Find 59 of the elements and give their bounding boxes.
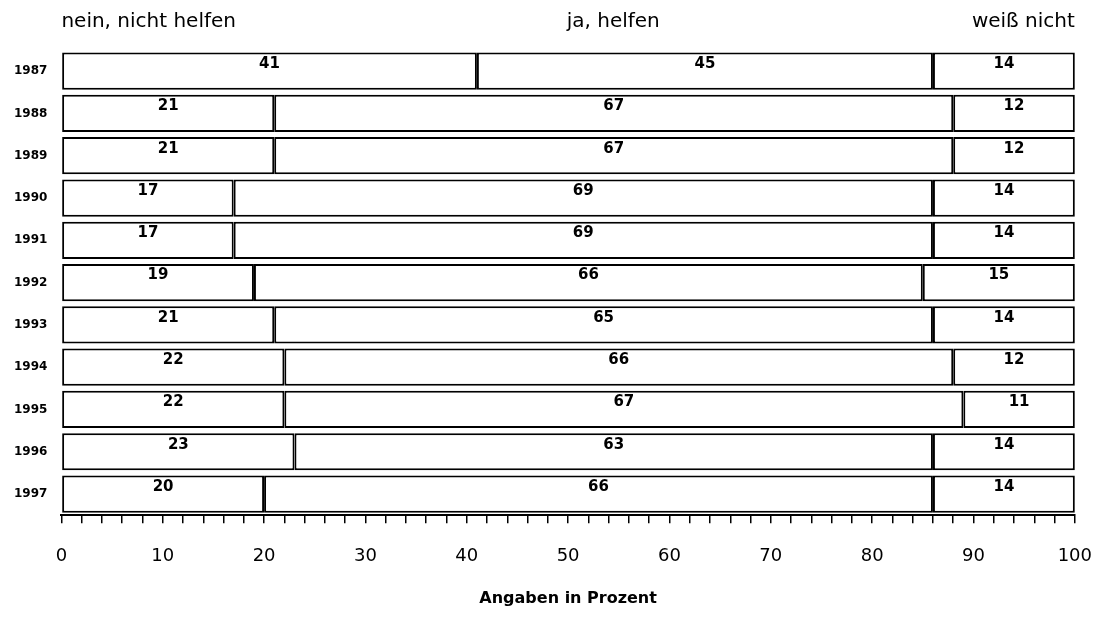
y-tick-label: 1987 xyxy=(13,63,48,78)
x-tick-label: 50 xyxy=(556,543,580,565)
x-axis-title: Angaben in Prozent xyxy=(479,587,658,607)
data-label: 63 xyxy=(603,434,625,453)
y-tick-label: 1996 xyxy=(13,443,48,458)
data-label: 23 xyxy=(167,434,189,453)
y-tick-label: 1988 xyxy=(13,105,48,120)
y-tick-label: 1995 xyxy=(13,401,48,416)
x-tick-label: 20 xyxy=(252,543,276,565)
data-label: 67 xyxy=(613,392,635,411)
data-label: 12 xyxy=(1003,349,1025,368)
data-label: 69 xyxy=(572,180,594,199)
data-label: 15 xyxy=(988,265,1010,284)
y-tick-label: 1993 xyxy=(13,317,48,332)
data-label: 67 xyxy=(603,138,625,157)
x-tick-label: 80 xyxy=(860,543,884,565)
data-label: 22 xyxy=(162,392,184,411)
x-tick-label: 100 xyxy=(1057,543,1092,565)
data-label: 22 xyxy=(162,349,184,368)
x-tick-label: 60 xyxy=(658,543,681,565)
data-label: 14 xyxy=(993,434,1015,453)
y-tick-label: 1992 xyxy=(13,274,48,289)
data-label: 14 xyxy=(993,476,1015,495)
y-tick-label: 1989 xyxy=(13,147,48,162)
data-label: 11 xyxy=(1008,392,1030,411)
data-label: 45 xyxy=(694,53,716,72)
data-label: 21 xyxy=(157,307,179,326)
data-label: 41 xyxy=(259,53,280,72)
data-label: 66 xyxy=(588,476,609,495)
data-label: 67 xyxy=(603,96,625,115)
x-tick-label: 10 xyxy=(151,543,175,565)
data-label: 12 xyxy=(1003,96,1025,115)
y-tick-label: 1994 xyxy=(13,359,48,374)
x-tick-label: 40 xyxy=(455,543,479,565)
data-label: 66 xyxy=(577,265,599,284)
x-tick-label: 70 xyxy=(759,543,783,565)
series-label: ja, helfen xyxy=(565,8,660,33)
data-label: 17 xyxy=(137,180,159,199)
y-tick-label: 1990 xyxy=(13,190,48,205)
y-tick-label: 1991 xyxy=(13,232,48,247)
data-label: 12 xyxy=(1003,138,1025,157)
series-label: weiß nicht xyxy=(971,8,1075,33)
series-label: nein, nicht helfen xyxy=(61,8,236,33)
data-label: 69 xyxy=(572,223,594,242)
x-tick-label: 30 xyxy=(353,543,377,565)
data-label: 21 xyxy=(157,138,179,157)
x-tick-label: 90 xyxy=(962,543,985,565)
data-label: 17 xyxy=(137,223,159,242)
data-label: 21 xyxy=(157,96,179,115)
x-tick-label: 0 xyxy=(55,543,68,565)
data-label: 14 xyxy=(993,53,1015,72)
data-label: 20 xyxy=(152,476,174,495)
data-label: 14 xyxy=(993,307,1015,326)
data-label: 65 xyxy=(593,307,615,326)
data-label: 19 xyxy=(147,265,169,284)
data-label: 66 xyxy=(608,349,630,368)
data-label: 14 xyxy=(993,180,1015,199)
data-label: 14 xyxy=(993,223,1015,242)
y-tick-label: 1997 xyxy=(13,486,48,501)
